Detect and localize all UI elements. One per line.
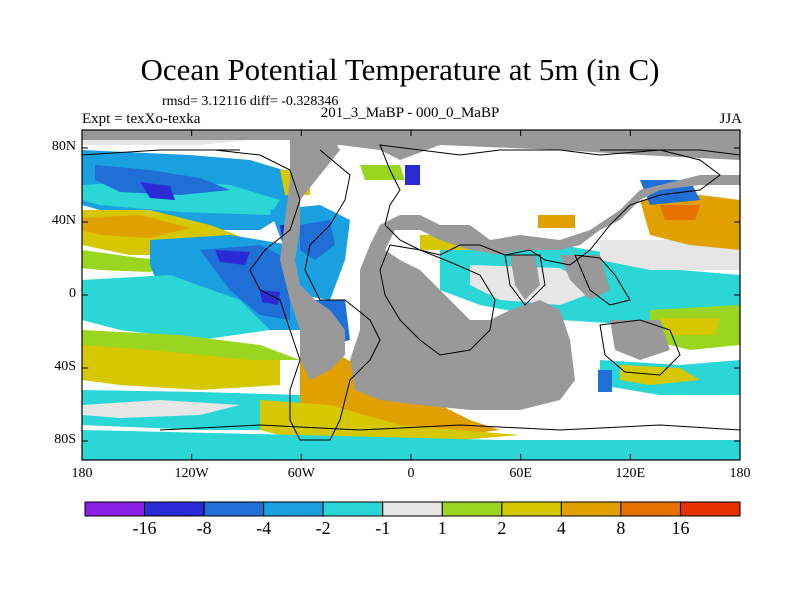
axis-ticks <box>81 130 741 460</box>
lon-tick-label: 180 <box>71 466 93 481</box>
colorbar-swatch <box>501 501 562 517</box>
colorbar-label: 4 <box>556 518 566 538</box>
lat-tick-label: 40S <box>54 359 76 374</box>
green-north <box>360 165 405 180</box>
coast-antarctica <box>159 424 740 431</box>
colorbar-label: -1 <box>375 518 391 538</box>
season-label: JJA <box>719 111 742 127</box>
colorbar-label: 16 <box>671 518 690 538</box>
land-india <box>510 255 540 300</box>
lon-tick-label: 120E <box>615 466 646 481</box>
coast-americas <box>214 149 381 441</box>
land-northern-block <box>300 140 740 410</box>
yellow-satlantic <box>260 400 520 445</box>
colorbar-swatch <box>620 501 681 517</box>
comparison-label: 201_3_MaBP - 000_0_MaBP <box>320 105 500 121</box>
lon-tick-label: 60W <box>287 466 315 481</box>
darkblue-npacific <box>140 182 175 200</box>
cyan-southern <box>82 430 740 460</box>
orange-wpacific <box>660 205 700 220</box>
orange-arabian <box>538 215 575 228</box>
orange-npacific <box>82 215 190 238</box>
colorbar-swatch <box>322 501 384 517</box>
colorbar-label: -8 <box>196 518 212 538</box>
darkblue-north <box>405 165 420 185</box>
colorbar-swatch <box>263 501 324 517</box>
colorbar-swatch <box>441 501 503 517</box>
lon-tick-label: 180 <box>729 466 751 481</box>
colorbar-label: -4 <box>256 518 272 538</box>
cyan-central <box>82 275 270 340</box>
lon-tick-label: 120W <box>174 466 209 481</box>
green-spacific <box>82 330 300 360</box>
colorbar-label: 8 <box>616 518 626 538</box>
neutral-seindian <box>600 240 740 270</box>
map-panel <box>82 130 740 460</box>
colorbar-swatch <box>84 501 146 517</box>
lat-tick-label: 80S <box>54 432 76 447</box>
colorbar-label: -16 <box>132 518 157 538</box>
blue-npacific <box>95 165 230 195</box>
land-australia <box>610 320 670 360</box>
lat-tick-label: 0 <box>69 286 76 301</box>
coast-india <box>504 254 546 306</box>
experiment-label: Expt = texXo-texka <box>82 111 201 127</box>
colorbar-label: 2 <box>497 518 507 538</box>
colorbar-swatch <box>560 501 622 517</box>
coast-africa <box>379 244 496 356</box>
darkblue-eqpacific-2 <box>260 290 280 305</box>
land-north-america <box>280 135 345 380</box>
plot-title: Ocean Potential Temperature at 5m (in C) <box>140 52 660 87</box>
stats-text: rmsd= 3.12116 diff= -0.328346 <box>162 94 339 109</box>
land-masses <box>82 130 740 410</box>
coastlines <box>82 144 740 441</box>
yellow-swpacific <box>660 318 720 335</box>
colorbar-label: 1 <box>437 518 447 538</box>
colorbar-swatch <box>203 501 265 517</box>
darkblue-eqpacific <box>215 250 250 265</box>
lon-tick-label: 0 <box>407 466 415 481</box>
colorbar <box>84 501 741 517</box>
lat-tick-label: 40N <box>51 213 76 228</box>
blue-sindian <box>598 370 612 392</box>
neutral-sspacific <box>82 400 240 418</box>
colorbar-swatch <box>144 501 205 517</box>
colorbar-label: -2 <box>315 518 331 538</box>
coast-eurasia <box>379 144 721 266</box>
lon-tick-label: 60E <box>509 466 532 481</box>
coast-australia <box>599 319 681 376</box>
lat-tick-label: 80N <box>51 139 76 154</box>
colorbar-swatch <box>382 501 443 517</box>
coast-se-asia <box>574 254 631 306</box>
coast-arctic <box>82 149 740 156</box>
colorbar-swatch <box>679 501 741 517</box>
